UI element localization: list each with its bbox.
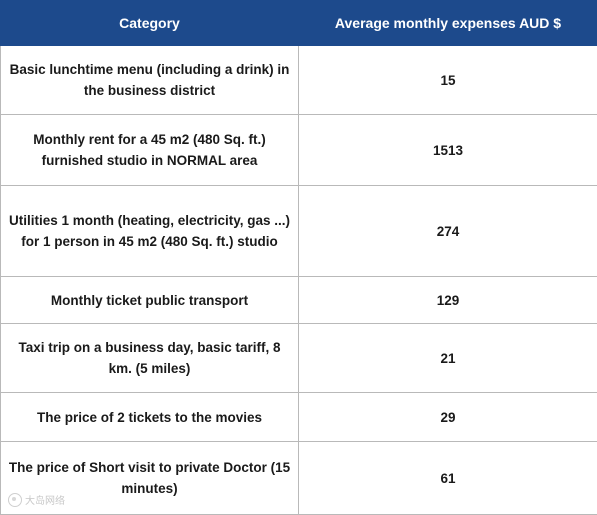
watermark-text: 大岛网络 [25,492,65,507]
row-value-rent: 1513 [299,115,597,186]
table-header-row: Category Average monthly expenses AUD $ [1,1,597,46]
row-value-doctor: 61 [299,442,597,515]
weibo-logo-icon [8,493,22,507]
row-category-taxi: Taxi trip on a business day, basic tarif… [1,324,299,393]
row-value-taxi: 21 [299,324,597,393]
row-category-rent: Monthly rent for a 45 m2 (480 Sq. ft.) f… [1,115,299,186]
row-value-lunch: 15 [299,46,597,115]
row-value-movies: 29 [299,393,597,442]
row-value-transport: 129 [299,277,597,324]
table-row: Monthly rent for a 45 m2 (480 Sq. ft.) f… [1,115,597,186]
table-row: The price of Short visit to private Doct… [1,442,597,515]
row-category-transport: Monthly ticket public transport [1,277,299,324]
row-category-utilities: Utilities 1 month (heating, electricity,… [1,186,299,277]
column-header-expense: Average monthly expenses AUD $ [299,1,597,46]
column-header-category: Category [1,1,299,46]
row-category-movies: The price of 2 tickets to the movies [1,393,299,442]
row-value-utilities: 274 [299,186,597,277]
table-row: Utilities 1 month (heating, electricity,… [1,186,597,277]
table-row: Monthly ticket public transport 129 [1,277,597,324]
row-category-lunch: Basic lunchtime menu (including a drink)… [1,46,299,115]
table-row: Taxi trip on a business day, basic tarif… [1,324,597,393]
table-row: The price of 2 tickets to the movies 29 [1,393,597,442]
watermark: 大岛网络 [8,492,65,507]
table-row: Basic lunchtime menu (including a drink)… [1,46,597,115]
